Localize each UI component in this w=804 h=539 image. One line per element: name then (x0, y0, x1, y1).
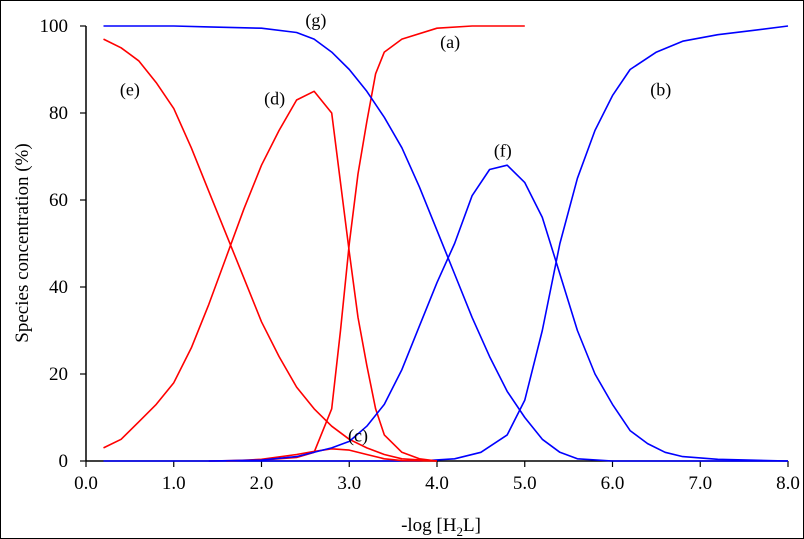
curve-label-d: (d) (264, 88, 285, 109)
x-tick-label: 7.0 (688, 473, 712, 494)
series-line-c (226, 448, 438, 462)
x-tick-label: 0.0 (74, 473, 98, 494)
x-tick-label: 8.0 (776, 473, 800, 494)
series-line-b (103, 25, 789, 462)
x-axis-label: -log [H2L] (401, 515, 481, 538)
y-tick-label: 40 (49, 277, 68, 298)
x-tick-label: 2.0 (250, 473, 274, 494)
curve-label-b: (b) (650, 80, 671, 101)
y-tick-label: 0 (59, 451, 69, 472)
series-lines (103, 25, 789, 462)
curve-label-g: (g) (305, 10, 326, 31)
series-line-f (208, 164, 789, 462)
x-axis-label-main: -log [H (401, 515, 457, 536)
x-axis-label-end: L] (463, 515, 481, 536)
axes: 0.0 1.0 2.0 3.0 4.0 5.0 6.0 7.0 8.0 0 20 40 60 80 100 (40, 16, 800, 494)
y-tick-label: 100 (40, 16, 69, 37)
series-line-g (103, 25, 788, 462)
curve-labels: (a) (b) (c) (d) (e) (f) (g) (120, 10, 671, 446)
x-tick-label: 3.0 (337, 473, 361, 494)
x-tick-label: 6.0 (601, 473, 625, 494)
curve-label-c: (c) (348, 425, 368, 446)
x-axis-label-subscript: 2 (456, 524, 463, 538)
curve-label-a: (a) (440, 32, 460, 53)
x-tick-label: 4.0 (425, 473, 449, 494)
curve-label-f: (f) (494, 141, 512, 162)
y-tick-label: 80 (49, 103, 68, 124)
y-tick-label: 60 (49, 190, 68, 211)
series-line-d (103, 90, 438, 462)
y-axis-label: Species concentration (%) (12, 143, 33, 342)
curve-label-e: (e) (120, 80, 140, 101)
series-line-e (103, 38, 438, 462)
y-tick-label: 20 (49, 364, 68, 385)
x-tick-label: 5.0 (513, 473, 537, 494)
x-tick-label: 1.0 (162, 473, 186, 494)
